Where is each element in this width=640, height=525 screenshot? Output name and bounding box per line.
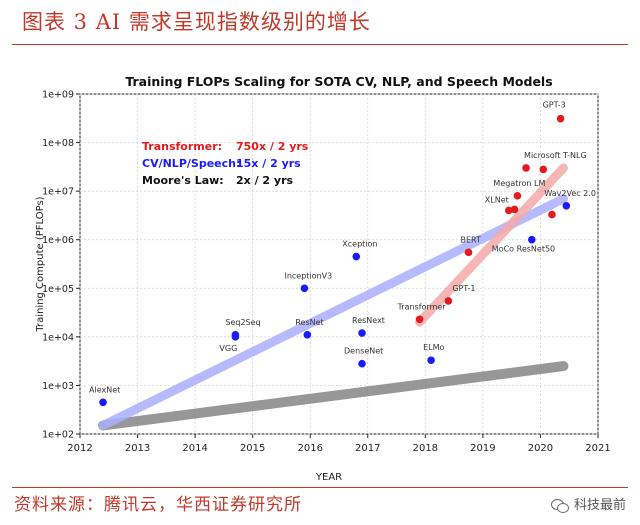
x-tick-label: 2019 [470,443,495,454]
point-label: ResNext [352,316,385,325]
legend-rate: 750x / 2 yrs [236,140,309,153]
x-axis-label: YEAR [315,472,342,482]
y-axis-label: Training Compute (PFLOPs) [35,196,46,332]
data-point [513,192,522,200]
data-point [358,359,366,368]
data-point [352,252,361,261]
data-point [539,165,548,174]
scaling-chart: Training FLOPs Scaling for SOTA CV, NLP,… [35,74,610,482]
trend-band-moore-s-law [98,361,569,431]
y-tick-label: 1e+06 [42,235,74,246]
data-point [562,201,571,210]
y-tick-label: 1e+08 [42,138,74,149]
data-point [300,284,309,293]
wechat-icon [550,499,569,513]
trend-band-transformer [415,163,568,327]
y-tick-label: 1e+03 [42,381,74,392]
data-point [522,164,530,172]
data-point [231,333,240,341]
point-label: BERT [461,235,482,244]
data-point [528,235,536,244]
legend-name: Transformer: [142,140,222,153]
y-tick-label: 1e+07 [42,187,74,198]
x-tick-label: 2021 [585,443,610,454]
x-tick-label: 2020 [528,443,553,454]
data-point [444,297,453,305]
point-label: ResNet [295,318,323,327]
legend-rate: 15x / 2 yrs [236,157,301,170]
trend-band-cv-nlp-speech [98,194,568,430]
point-label: AlexNet [89,385,120,394]
data-point [303,331,312,339]
legend-rate: 2x / 2 yrs [236,174,294,187]
legend-name: CV/NLP/Speech: [142,157,240,170]
x-tick-label: 2017 [355,443,380,454]
point-label: Seq2Seq [225,318,260,327]
data-point [504,206,513,215]
x-tick-label: 2014 [182,443,207,454]
point-label: ELMo [423,343,444,352]
point-label: GPT-1 [452,284,475,293]
point-label: GPT-3 [543,101,566,110]
y-tick-label: 1e+04 [42,332,74,343]
x-tick-label: 2012 [67,443,92,454]
x-tick-label: 2015 [240,443,265,454]
point-label: MoCo ResNet50 [492,245,555,254]
x-tick-label: 2018 [413,443,438,454]
caption-divider [12,44,628,45]
point-label: Xception [342,240,377,249]
data-point [548,210,556,219]
point-label: VGG [219,344,237,353]
data-point [99,398,107,407]
data-point [358,329,366,337]
legend-name: Moore's Law: [142,174,224,187]
watermark-text: 科技最前 [573,498,626,513]
y-tick-label: 1e+05 [42,284,74,295]
point-label: XLNet [485,195,509,204]
source-note: 资料来源：腾讯云，华西证券研究所 [14,495,302,515]
data-point [415,315,424,324]
x-tick-label: 2013 [125,443,150,454]
y-tick-label: 1e+09 [42,90,74,101]
point-label: Microsoft T-NLG [524,151,587,160]
data-point [510,205,519,214]
point-label: InceptionV3 [284,271,332,280]
point-label: DenseNet [344,347,383,356]
data-point [556,114,565,123]
point-label: Wav2Vec 2.0 [544,189,596,198]
point-label: Transformer [397,302,447,311]
figure-caption: 图表 3 AI 需求呈现指数级别的增长 [22,10,371,34]
source-divider [12,487,628,488]
chart-title: Training FLOPs Scaling for SOTA CV, NLP,… [125,74,552,89]
data-point [427,356,435,365]
watermark: 科技最前 [550,495,626,517]
data-point [464,248,473,257]
point-label: Megatron LM [493,179,545,188]
x-tick-label: 2016 [297,443,322,454]
y-tick-label: 1e+02 [42,430,74,441]
